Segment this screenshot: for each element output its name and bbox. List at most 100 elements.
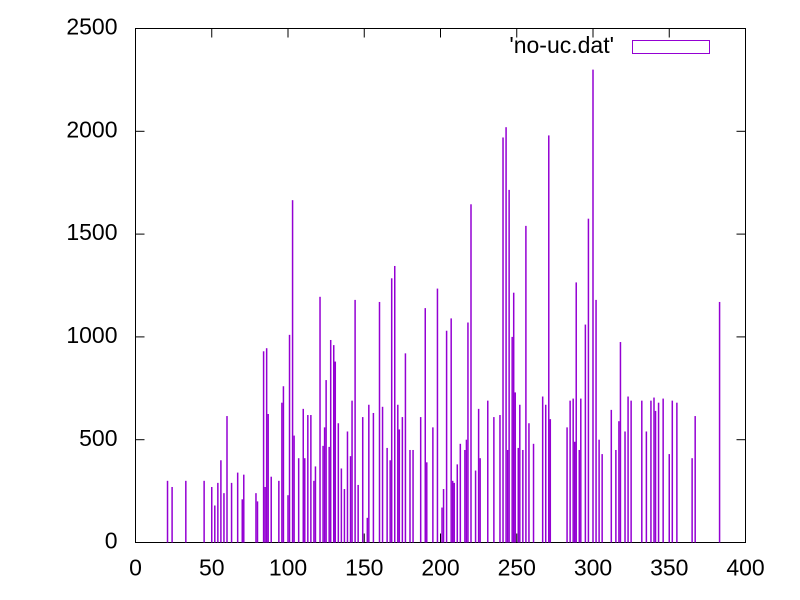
bar <box>694 416 696 543</box>
bar <box>618 421 620 543</box>
bar <box>575 282 577 543</box>
bar <box>465 439 468 543</box>
bar <box>645 431 648 543</box>
bar <box>211 486 213 543</box>
bar <box>281 402 283 543</box>
bar <box>627 396 629 543</box>
bar <box>409 449 411 543</box>
bar <box>519 404 521 543</box>
bar <box>378 301 381 543</box>
bar <box>662 398 664 543</box>
bar <box>313 480 315 543</box>
y-tick-label: 500 <box>79 425 117 451</box>
bar <box>390 278 393 543</box>
bar <box>166 480 169 543</box>
bar <box>214 505 216 543</box>
x-tick-label: 350 <box>650 555 688 581</box>
bar <box>340 468 343 543</box>
bar <box>293 435 295 543</box>
bar <box>578 449 581 543</box>
bar <box>386 447 388 543</box>
bar <box>505 127 507 543</box>
bar <box>598 439 600 543</box>
bar <box>506 449 509 543</box>
bar <box>319 296 321 543</box>
bar <box>451 480 454 543</box>
bar <box>381 406 384 543</box>
bar <box>522 449 524 543</box>
bar <box>456 464 459 543</box>
bar <box>619 342 622 543</box>
bar <box>445 330 448 543</box>
bar <box>691 458 693 543</box>
bar <box>223 493 225 543</box>
bar <box>502 137 504 543</box>
bar <box>595 299 597 543</box>
bar <box>314 466 317 543</box>
bar <box>255 493 257 543</box>
bar <box>424 308 426 543</box>
bar <box>624 431 626 543</box>
bar <box>354 299 356 543</box>
bar <box>548 135 550 543</box>
y-tick-label: 0 <box>105 528 118 554</box>
bar <box>203 480 205 543</box>
bar <box>514 392 516 543</box>
bar <box>322 445 324 543</box>
bar <box>329 339 332 543</box>
x-tick-label: 300 <box>574 555 612 581</box>
bar <box>287 495 289 543</box>
bar <box>288 334 291 543</box>
bar <box>334 361 337 543</box>
bar <box>351 400 353 543</box>
bar <box>653 397 655 543</box>
bar <box>453 482 455 543</box>
bar <box>654 410 657 543</box>
bar <box>436 288 439 543</box>
bar <box>412 449 414 543</box>
bar <box>432 427 434 543</box>
bar <box>467 322 469 543</box>
bar <box>442 489 445 543</box>
bar <box>441 507 443 543</box>
bar <box>549 419 552 543</box>
bar <box>657 402 660 543</box>
bar <box>528 423 530 543</box>
bar <box>630 400 632 543</box>
bar <box>264 486 266 543</box>
bar <box>217 482 219 543</box>
bar <box>470 204 472 543</box>
bar <box>641 400 643 543</box>
bar <box>676 402 678 543</box>
bar <box>477 408 480 543</box>
bar <box>401 417 404 543</box>
bar <box>511 336 513 543</box>
bar <box>398 429 401 543</box>
bar <box>718 301 721 543</box>
bar <box>508 189 510 543</box>
bar <box>220 460 222 543</box>
bar <box>226 416 228 543</box>
legend-label: 'no-uc.dat' <box>509 32 614 58</box>
bar <box>241 499 243 543</box>
bar <box>419 417 422 543</box>
bar <box>243 474 245 543</box>
bar <box>397 404 399 543</box>
bar <box>394 265 396 543</box>
bar <box>302 408 304 543</box>
bar <box>668 454 670 543</box>
y-tick-label: 1000 <box>66 322 117 348</box>
bar <box>650 400 652 543</box>
x-tick-label: 200 <box>421 555 459 581</box>
bar <box>304 458 306 543</box>
bar <box>333 345 335 543</box>
bar <box>580 398 582 543</box>
bar <box>297 458 300 543</box>
bar <box>474 470 477 543</box>
x-tick-label: 0 <box>129 555 142 581</box>
bar <box>459 443 462 543</box>
bar <box>610 409 613 543</box>
bar <box>256 501 259 543</box>
